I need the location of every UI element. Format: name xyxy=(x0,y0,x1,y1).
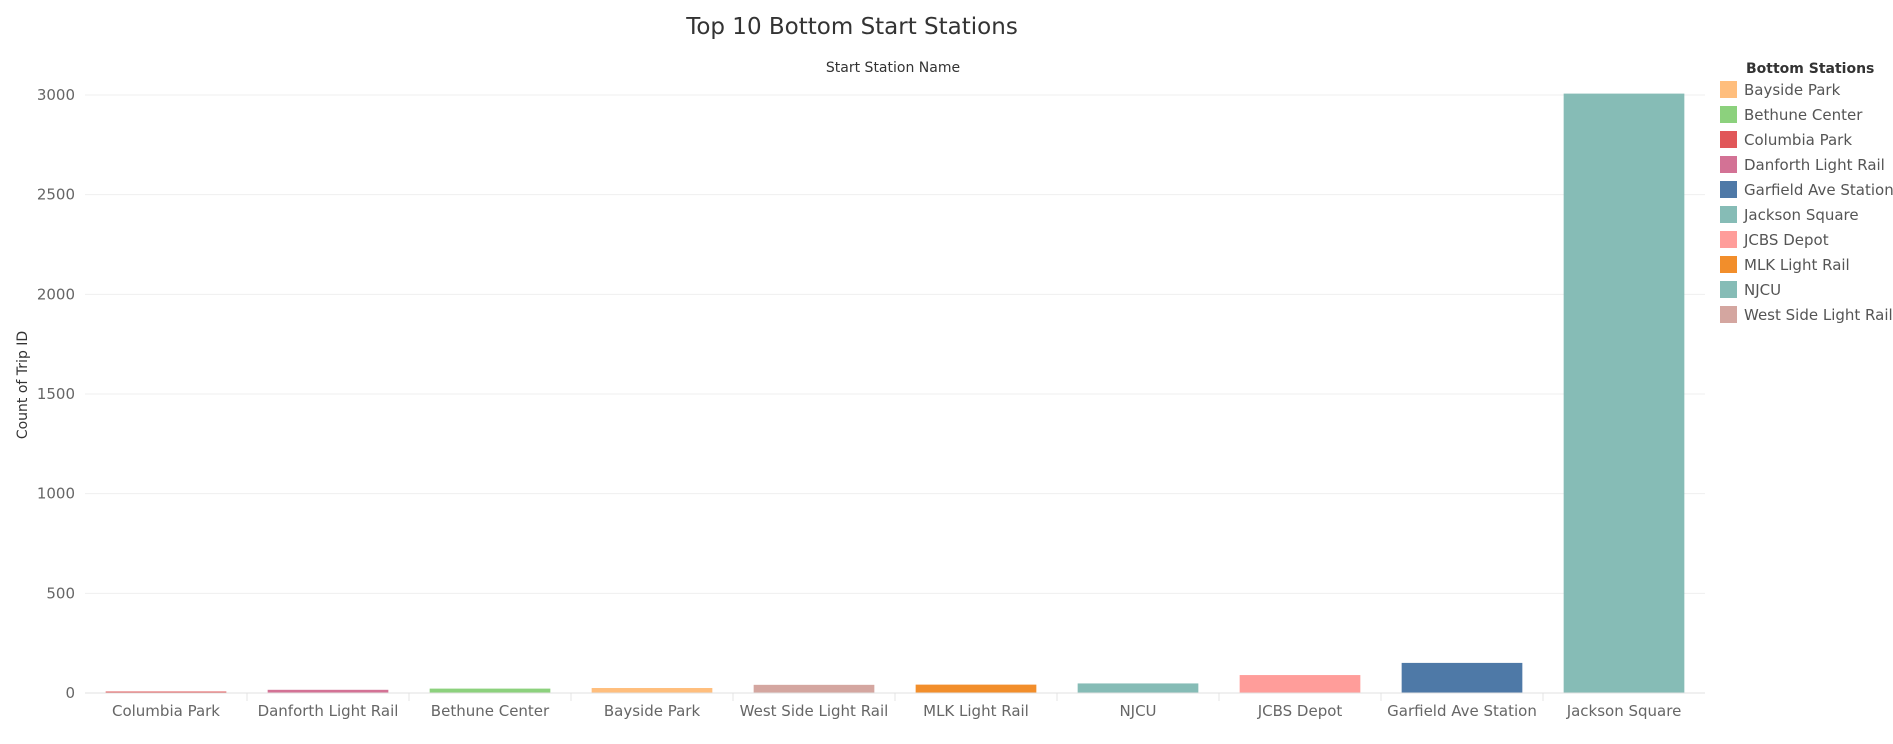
y-tick-label: 1500 xyxy=(37,385,75,403)
x-tick-label: Columbia Park xyxy=(112,702,220,720)
x-tick-label: JCBS Depot xyxy=(1257,702,1343,720)
legend-title: Bottom Stations xyxy=(1746,61,1874,77)
legend-label: West Side Light Rail xyxy=(1744,306,1893,324)
y-tick-label: 500 xyxy=(46,584,75,602)
legend-swatch xyxy=(1720,231,1737,248)
bar-bethune-center xyxy=(429,688,551,693)
y-tick-label: 3000 xyxy=(37,86,75,104)
bar-mlk-light-rail xyxy=(915,684,1037,693)
legend-label: Columbia Park xyxy=(1744,131,1852,149)
legend-swatch xyxy=(1720,306,1737,323)
bar-bayside-park xyxy=(591,688,713,693)
legend-swatch xyxy=(1720,256,1737,273)
y-axis-label: Count of Trip ID xyxy=(15,331,31,439)
legend-label: Jackson Square xyxy=(1743,206,1859,224)
legend-swatch xyxy=(1720,106,1737,123)
x-tick-label: Bayside Park xyxy=(604,702,701,720)
legend: Bayside Park Bethune Center Columbia Park D… xyxy=(1720,81,1893,324)
legend-swatch xyxy=(1720,181,1737,198)
legend-swatch xyxy=(1720,131,1737,148)
gridlines xyxy=(85,94,1705,694)
legend-label: Garfield Ave Station xyxy=(1744,181,1893,199)
x-tick-label: Danforth Light Rail xyxy=(258,702,399,720)
x-tick-label: MLK Light Rail xyxy=(923,702,1029,720)
x-tick-label: NJCU xyxy=(1119,702,1156,720)
y-tick-label: 2000 xyxy=(37,285,75,303)
chart-title: Top 10 Bottom Start Stations xyxy=(685,14,1018,40)
x-axis-ticks: Columbia Park Danforth Light Rail Bethune … xyxy=(85,692,1705,720)
bar-njcu xyxy=(1077,683,1199,693)
legend-label: Danforth Light Rail xyxy=(1744,156,1885,174)
legend-swatch xyxy=(1720,281,1737,298)
y-axis-ticks: 0 500 1000 1500 2000 2500 3000 xyxy=(37,86,75,702)
legend-swatch xyxy=(1720,156,1737,173)
legend-label: MLK Light Rail xyxy=(1744,256,1850,274)
column-header: Start Station Name xyxy=(826,60,960,76)
bar-west-side-light-rail xyxy=(753,684,875,693)
x-tick-label: West Side Light Rail xyxy=(740,702,889,720)
x-tick-label: Bethune Center xyxy=(431,702,550,720)
bar-jackson-square xyxy=(1563,93,1685,693)
legend-swatch xyxy=(1720,206,1737,223)
legend-swatch xyxy=(1720,81,1737,98)
y-tick-label: 2500 xyxy=(37,186,75,204)
bar-columbia-park xyxy=(105,691,227,693)
legend-label: Bethune Center xyxy=(1744,106,1863,124)
x-tick-label: Jackson Square xyxy=(1566,702,1682,720)
legend-label: NJCU xyxy=(1744,281,1781,299)
legend-label: JCBS Depot xyxy=(1743,231,1829,249)
y-tick-label: 1000 xyxy=(37,485,75,503)
bar-danforth-light-rail xyxy=(267,689,389,693)
y-tick-label: 0 xyxy=(65,684,75,702)
bar-jcbs-depot xyxy=(1239,675,1361,693)
bars xyxy=(105,93,1685,693)
legend-label: Bayside Park xyxy=(1744,81,1841,99)
x-tick-label: Garfield Ave Station xyxy=(1387,702,1537,720)
bar-garfield-ave-station xyxy=(1401,662,1523,693)
